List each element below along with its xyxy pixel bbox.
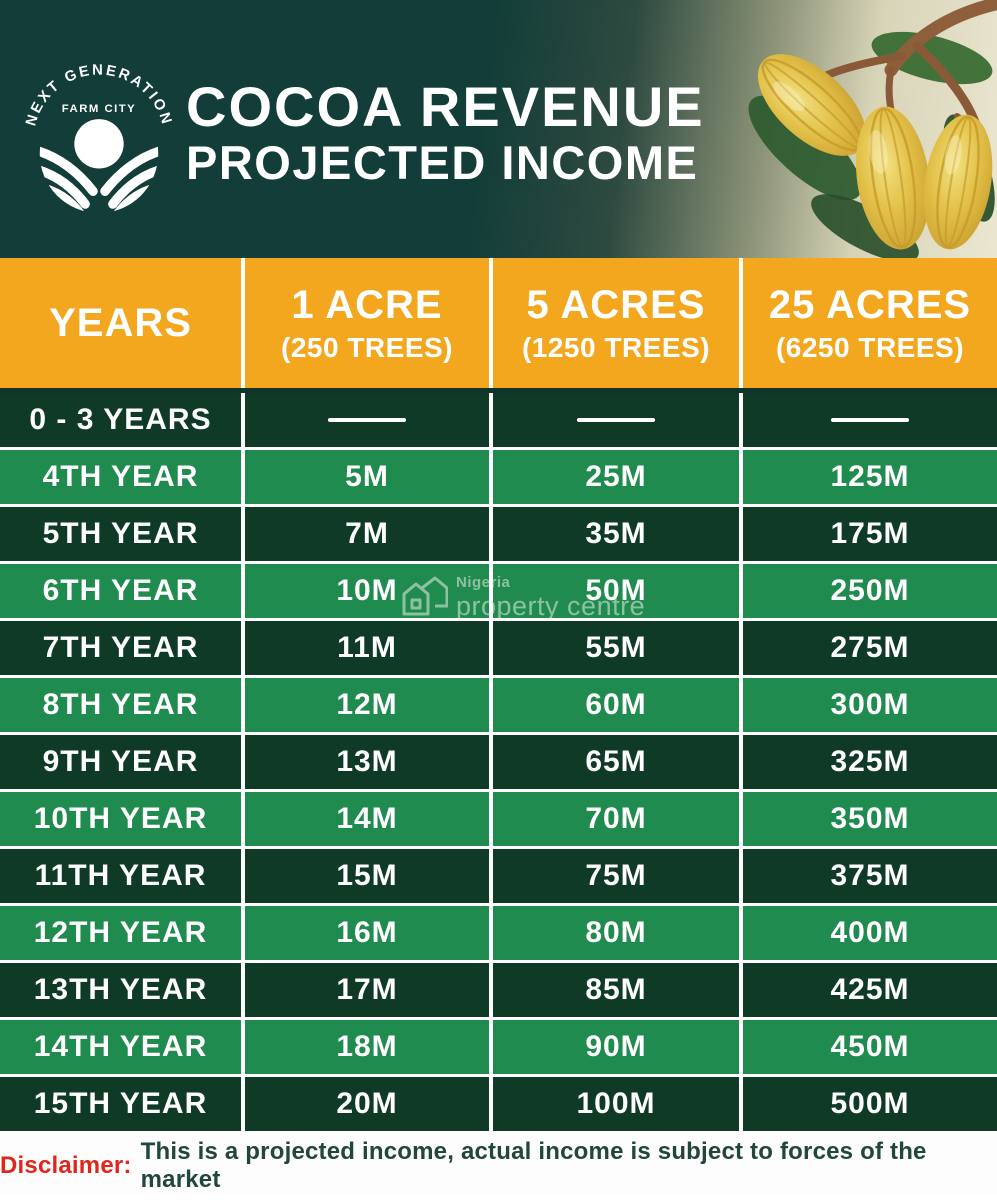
table-row: 13TH YEAR 17M 85M 425M: [0, 963, 997, 1020]
value-cell: 80M: [493, 906, 743, 960]
value-cell: 55M: [493, 621, 743, 675]
value-cell: 65M: [493, 735, 743, 789]
value-cell: 14M: [245, 792, 493, 846]
year-cell: 11TH YEAR: [0, 849, 245, 903]
disclaimer-text: This is a projected income, actual incom…: [140, 1138, 927, 1193]
year-cell: 7TH YEAR: [0, 621, 245, 675]
value-cell: 90M: [493, 1020, 743, 1074]
table-body: 0 - 3 YEARS 4TH YEAR 5M 25M 125M 5TH YEAR 7M 35…: [0, 393, 997, 1134]
cocoa-pod: [855, 106, 931, 250]
farm-city-logo: NEXT GENERATION FARM CITY: [23, 63, 174, 213]
value-cell: [245, 393, 493, 447]
value-cell: 350M: [830, 802, 910, 835]
year-cell: 5TH YEAR: [0, 507, 245, 561]
value-cell: 11M: [245, 621, 493, 675]
value-cell: 375M: [830, 859, 910, 892]
value-cell: 85M: [493, 963, 743, 1017]
banner: NEXT GENERATION FARM CITY COCOA REVENUE …: [0, 0, 997, 258]
value-cell: 400M: [830, 916, 910, 949]
value-cell: 10M: [245, 564, 493, 618]
value-cell: [493, 393, 743, 447]
column-header-25-acres: 25 ACRES (6250 TREES): [768, 282, 972, 363]
value-cell: 300M: [830, 688, 910, 721]
table-row: 10TH YEAR 14M 70M 350M: [0, 792, 997, 849]
value-cell: 18M: [245, 1020, 493, 1074]
year-cell: 13TH YEAR: [0, 963, 245, 1017]
disclaimer-bar: Disclaimer: This is a projected income, …: [0, 1134, 997, 1198]
value-cell: 175M: [830, 517, 910, 550]
table-row: 12TH YEAR 16M 80M 400M: [0, 906, 997, 963]
poster-title-line2: PROJECTED INCOME: [186, 136, 699, 190]
value-cell: 35M: [493, 507, 743, 561]
column-header-years: YEARS: [0, 258, 245, 388]
value-cell: 450M: [830, 1030, 910, 1063]
year-cell: 9TH YEAR: [0, 735, 245, 789]
year-cell: 10TH YEAR: [0, 792, 245, 846]
table-row: 11TH YEAR 15M 75M 375M: [0, 849, 997, 906]
value-cell: 50M: [493, 564, 743, 618]
logo-sun-field-icon: [39, 119, 159, 213]
year-cell: 0 - 3 YEARS: [0, 393, 245, 447]
value-cell: 5M: [245, 450, 493, 504]
value-cell: 15M: [245, 849, 493, 903]
value-cell: 25M: [493, 450, 743, 504]
table-row: 7TH YEAR 11M 55M 275M: [0, 621, 997, 678]
table-header-row: YEARS 1 ACRE (250 TREES) 5 ACRES (1250 T…: [0, 258, 997, 393]
value-cell: 20M: [245, 1077, 493, 1131]
year-cell: 4TH YEAR: [0, 450, 245, 504]
value-cell: 125M: [830, 460, 910, 493]
value-cell: 7M: [245, 507, 493, 561]
cocoa-pods-illustration: [748, 0, 997, 258]
table-row: 8TH YEAR 12M 60M 300M: [0, 678, 997, 735]
value-cell: 100M: [493, 1077, 743, 1131]
value-cell: 16M: [245, 906, 493, 960]
table-row: 9TH YEAR 13M 65M 325M: [0, 735, 997, 792]
year-cell: 15TH YEAR: [0, 1077, 245, 1131]
value-cell: 425M: [830, 973, 910, 1006]
value-cell: 70M: [493, 792, 743, 846]
table-row: 15TH YEAR 20M 100M 500M: [0, 1077, 997, 1134]
year-cell: 6TH YEAR: [0, 564, 245, 618]
value-cell: 500M: [830, 1087, 910, 1120]
logo-sub-text: FARM CITY: [62, 103, 136, 115]
banner-titles: COCOA REVENUE PROJECTED INCOME: [186, 78, 705, 187]
value-cell: 250M: [830, 574, 910, 607]
dash-placeholder: [831, 418, 909, 422]
column-header-5-acres: 5 ACRES (1250 TREES): [493, 258, 743, 388]
value-cell: 13M: [245, 735, 493, 789]
year-cell: 14TH YEAR: [0, 1020, 245, 1074]
value-cell: 75M: [493, 849, 743, 903]
poster-title-line1: COCOA REVENUE: [186, 75, 705, 138]
cocoa-pod: [923, 114, 993, 250]
table-row: 14TH YEAR 18M 90M 450M: [0, 1020, 997, 1077]
column-header-1-acre: 1 ACRE (250 TREES): [245, 258, 493, 388]
disclaimer-label: Disclaimer:: [0, 1152, 132, 1179]
year-cell: 12TH YEAR: [0, 906, 245, 960]
table-row: 0 - 3 YEARS: [0, 393, 997, 450]
value-cell: 12M: [245, 678, 493, 732]
svg-text:NEXT GENERATION: NEXT GENERATION: [23, 63, 174, 128]
value-cell: 325M: [830, 745, 910, 778]
table-row: 6TH YEAR 10M 50M 250M: [0, 564, 997, 621]
table-row: 4TH YEAR 5M 25M 125M: [0, 450, 997, 507]
logo-arc-text: NEXT GENERATION: [23, 63, 172, 128]
year-cell: 8TH YEAR: [0, 678, 245, 732]
value-cell: 275M: [830, 631, 910, 664]
dash-placeholder: [577, 418, 655, 422]
table-row: 5TH YEAR 7M 35M 175M: [0, 507, 997, 564]
dash-placeholder: [328, 418, 406, 422]
value-cell: 17M: [245, 963, 493, 1017]
value-cell: 60M: [493, 678, 743, 732]
revenue-table: YEARS 1 ACRE (250 TREES) 5 ACRES (1250 T…: [0, 258, 997, 1134]
value-cell: [743, 393, 997, 447]
